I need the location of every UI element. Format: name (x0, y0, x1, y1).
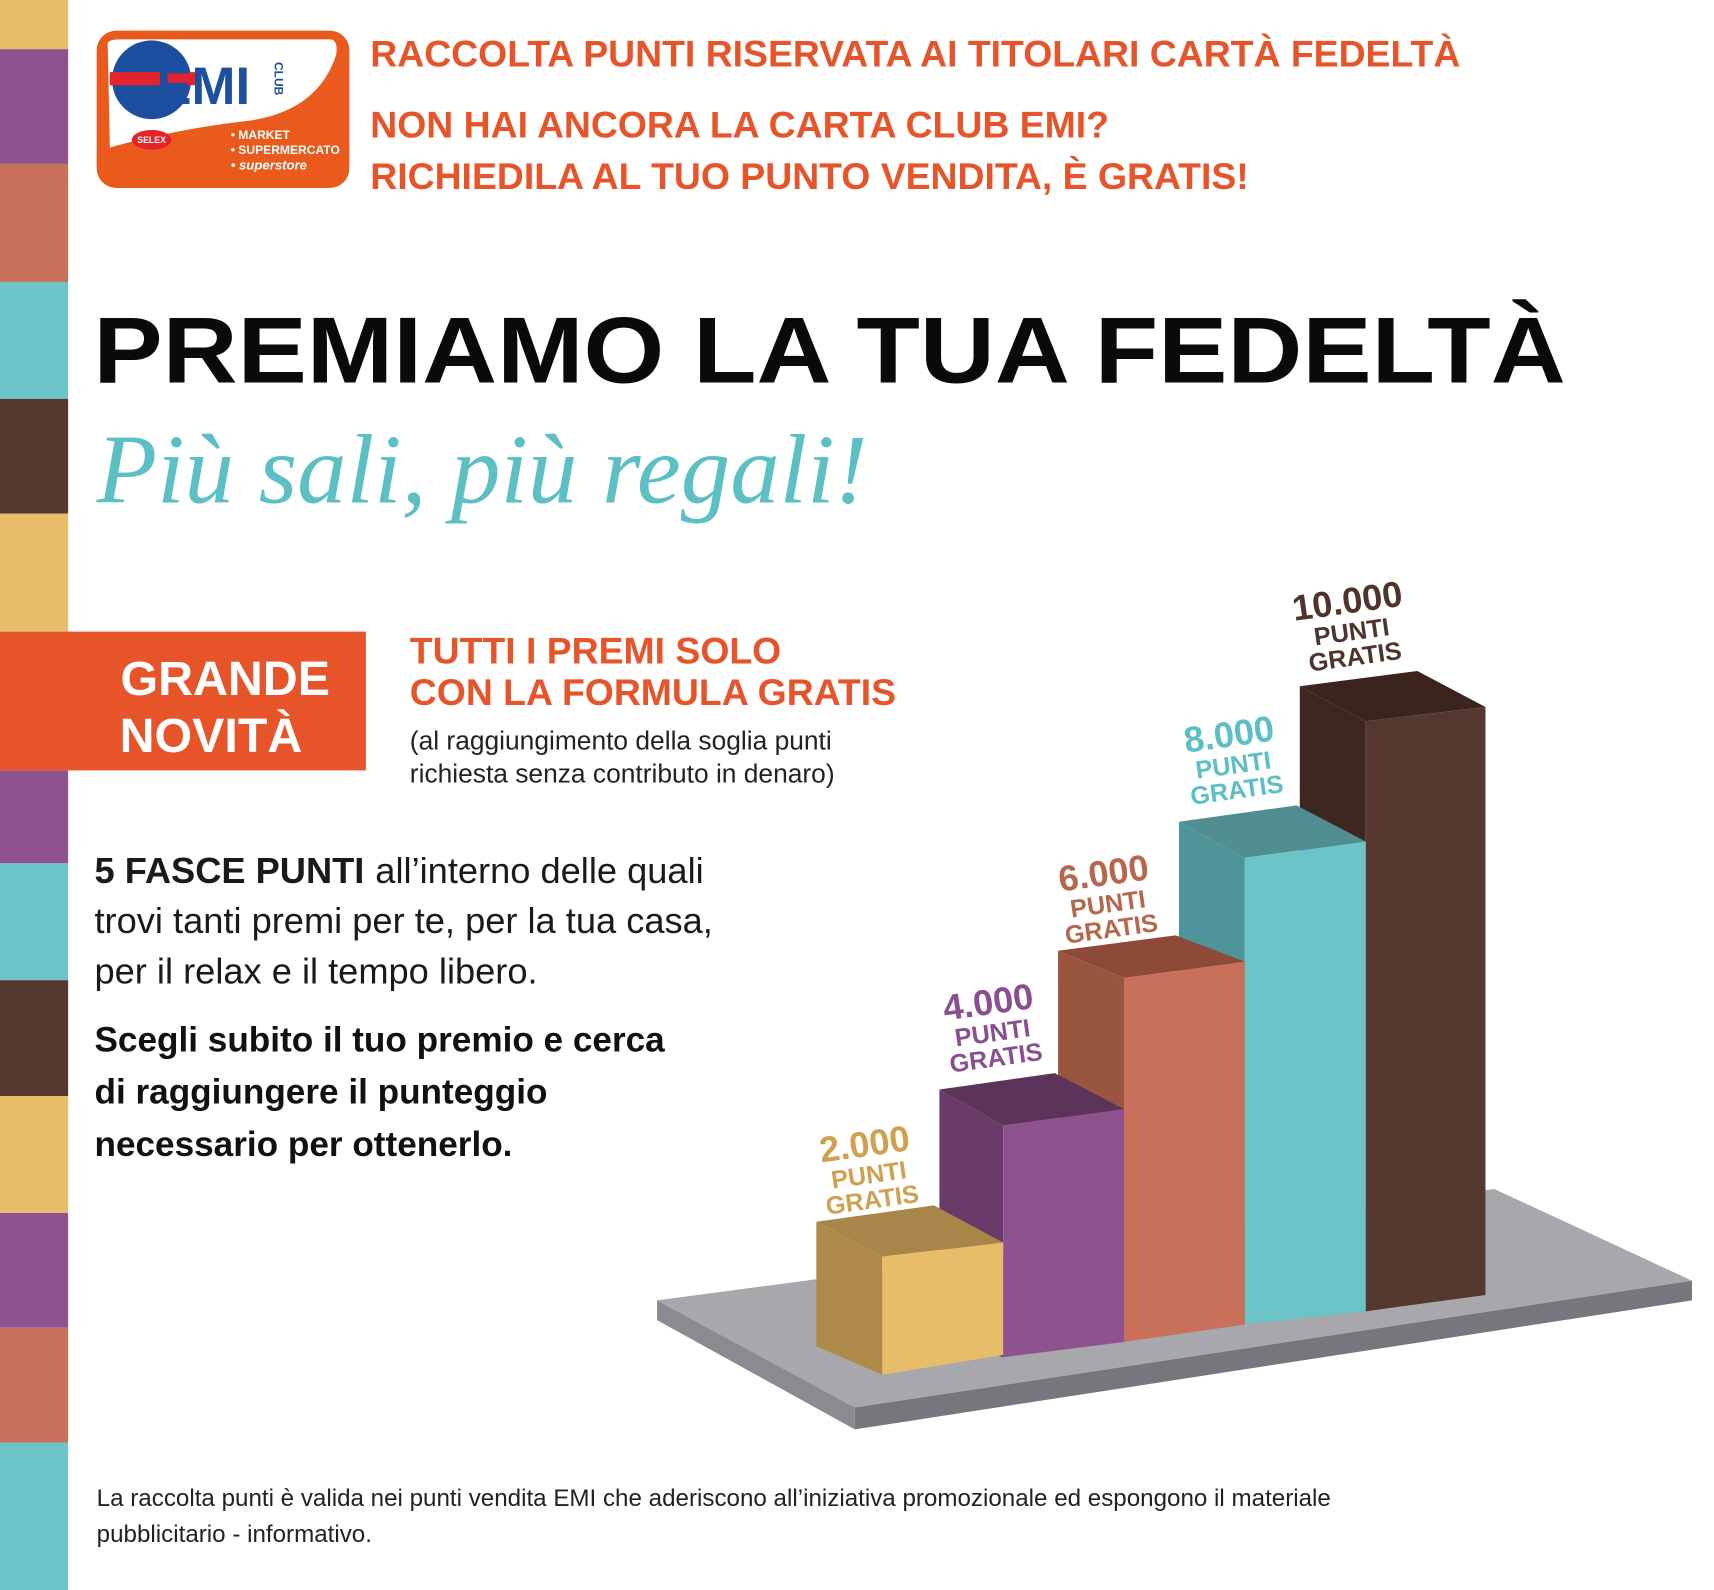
call-line: necessario per ottenerlo. (94, 1125, 512, 1164)
logo-club: CLUB (272, 62, 286, 96)
call-line: Scegli subito il tuo premio e cerca (94, 1020, 665, 1059)
subtitle: Più sali, più regali! (96, 416, 868, 525)
logo-selex: SELEX (137, 135, 166, 145)
color-stripe (0, 0, 68, 1590)
formula-line: CON LA FORMULA GRATIS (410, 671, 896, 713)
step-label: 6.000 PUNTI GRATIS (1054, 846, 1159, 949)
step-label: 2.000 PUNTI GRATIS (815, 1117, 920, 1220)
formula-line: TUTTI I PREMI SOLO (410, 629, 781, 671)
body-text: all’interno delle quali (375, 850, 703, 891)
badge-text: NOVITÀ (120, 709, 303, 763)
logo-brand: EMI (156, 57, 250, 116)
body-line: 5 FASCE PUNTI all’interno delle quali (94, 850, 703, 891)
call-line: di raggiungere il punteggio (94, 1073, 547, 1112)
body-line: per il relax e il tempo libero. (94, 951, 537, 992)
formula-note: richiesta senza contributo in denaro) (410, 758, 835, 788)
header-line: RACCOLTA PUNTI RISERVATA AI TITOLARI CAR… (370, 33, 1460, 75)
footer-line: pubblicitario - informativo. (97, 1521, 372, 1548)
main-title: PREMIAMO LA TUA FEDELTÀ (93, 298, 1565, 403)
step-label: 8.000 PUNTI GRATIS (1180, 707, 1285, 810)
formula-note: (al raggiungimento della soglia punti (410, 726, 832, 756)
body-lead: 5 FASCE PUNTI (94, 850, 364, 891)
header-line: NON HAI ANCORA LA CARTA CLUB EMI? (370, 104, 1109, 146)
logo-format: • SUPERMERCATO (231, 143, 340, 157)
logo-format: • superstore (231, 157, 307, 172)
footer-line: La raccolta punti è valida nei punti ven… (97, 1485, 1331, 1512)
step-label: 4.000 PUNTI GRATIS (939, 975, 1044, 1078)
logo-format: • MARKET (231, 128, 291, 142)
header-line: RICHIEDILA AL TUO PUNTO VENDITA, È GRATI… (370, 155, 1248, 197)
body-line: trovi tanti premi per te, per la tua cas… (94, 900, 712, 941)
badge-text: GRANDE (121, 652, 330, 706)
logo: EMI CLUB SELEX • MARKET • SUPERMERCATO •… (97, 31, 350, 188)
